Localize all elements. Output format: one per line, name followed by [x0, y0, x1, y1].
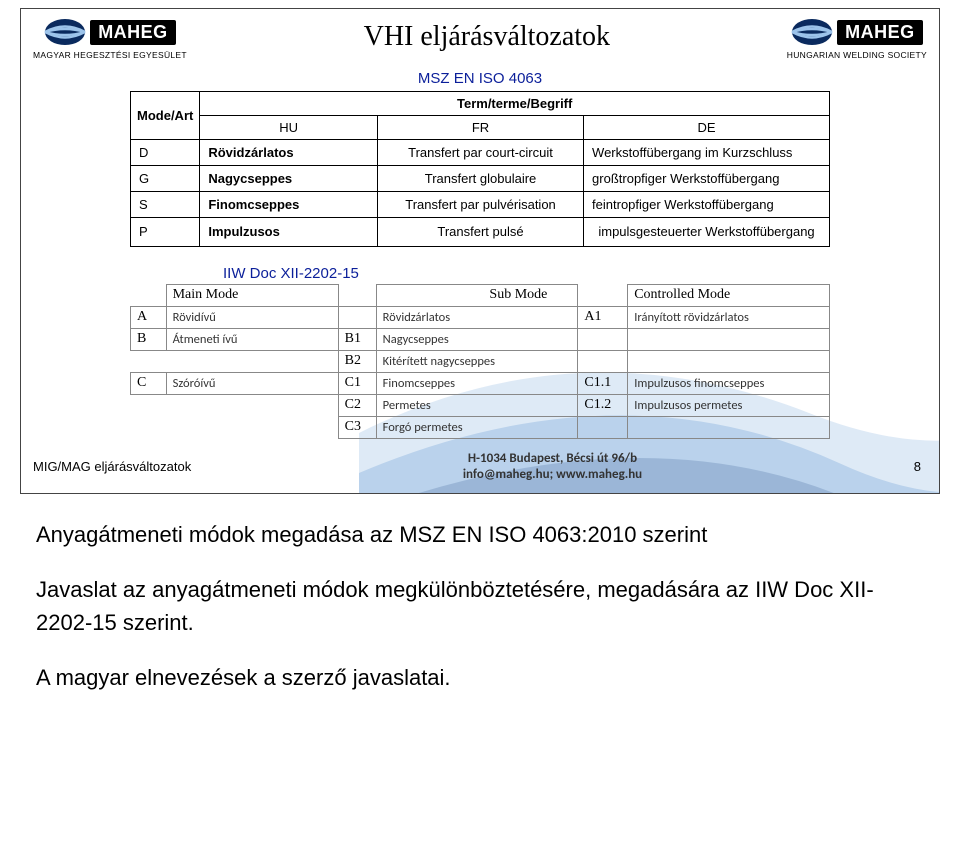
table-row: P Impulzusos Transfert pulsé impulsgeste… [131, 218, 830, 247]
paragraph: A magyar elnevezések a szerző javaslatai… [36, 661, 924, 694]
table-row: A Rövidívű Rövidzárlatos A1 Irányított r… [131, 306, 830, 328]
hdr-hu: HU [200, 116, 378, 140]
table-row: G Nagycseppes Transfert globulaire großt… [131, 166, 830, 192]
table-row: S Finomcseppes Transfert par pulvérisati… [131, 192, 830, 218]
slide-frame: MAHEG MAGYAR HEGESZTÉSI EGYESÜLET VHI el… [20, 8, 940, 494]
slide-footer: MIG/MAG eljárásváltozatok H-1034 Budapes… [33, 451, 927, 484]
table-iiw: Main Mode Sub Mode Controlled Mode A Röv… [130, 284, 830, 439]
logo-sub-left: MAGYAR HEGESZTÉSI EGYESÜLET [33, 50, 187, 60]
table-row: B Átmeneti ívű B1 Nagycseppes [131, 328, 830, 350]
footer-left: MIG/MAG eljárásváltozatok [33, 459, 191, 474]
hdr-fr: FR [377, 116, 583, 140]
table-row: C Szóróívű C1 Finomcseppes C1.1 Impulzus… [131, 372, 830, 394]
hdr-term: Term/terme/Begriff [200, 92, 830, 116]
subtitle-iso: MSZ EN ISO 4063 [33, 70, 927, 87]
paragraph: Anyagátmeneti módok megadása az MSZ EN I… [36, 518, 924, 551]
hdr-mainmode: Main Mode [166, 284, 338, 306]
hdr-mode: Mode/Art [131, 92, 200, 140]
paragraph: Javaslat az anyagátmeneti módok megkülön… [36, 573, 924, 639]
logo-sub-right: HUNGARIAN WELDING SOCIETY [787, 50, 927, 60]
table-row: C3 Forgó permetes [131, 416, 830, 438]
table-iso4063: Mode/Art Term/terme/Begriff HU FR DE D R… [130, 91, 830, 247]
logo-left: MAHEG MAGYAR HEGESZTÉSI EGYESÜLET [33, 17, 187, 60]
header-row: MAHEG MAGYAR HEGESZTÉSI EGYESÜLET VHI el… [33, 17, 927, 60]
footer-address: H-1034 Budapest, Bécsi út 96/b info@mahe… [463, 451, 642, 484]
slide-title: VHI eljárásváltozatok [187, 21, 787, 53]
logo-word-right: MAHEG [837, 20, 923, 45]
table-row: B2 Kitérített nagycseppes [131, 350, 830, 372]
logo-word-left: MAHEG [90, 20, 176, 45]
table-row: C2 Permetes C1.2 Impulzusos permetes [131, 394, 830, 416]
globe-icon [44, 17, 86, 47]
iiw-label: IIW Doc XII-2202-15 [223, 265, 927, 282]
hdr-submode: Sub Mode [376, 284, 578, 306]
page-number: 8 [914, 459, 927, 474]
table-row: D Rövidzárlatos Transfert par court-circ… [131, 140, 830, 166]
globe-icon [791, 17, 833, 47]
hdr-de: DE [584, 116, 830, 140]
body-text: Anyagátmeneti módok megadása az MSZ EN I… [36, 518, 924, 694]
hdr-controlled: Controlled Mode [628, 284, 830, 306]
logo-right: MAHEG HUNGARIAN WELDING SOCIETY [787, 17, 927, 60]
